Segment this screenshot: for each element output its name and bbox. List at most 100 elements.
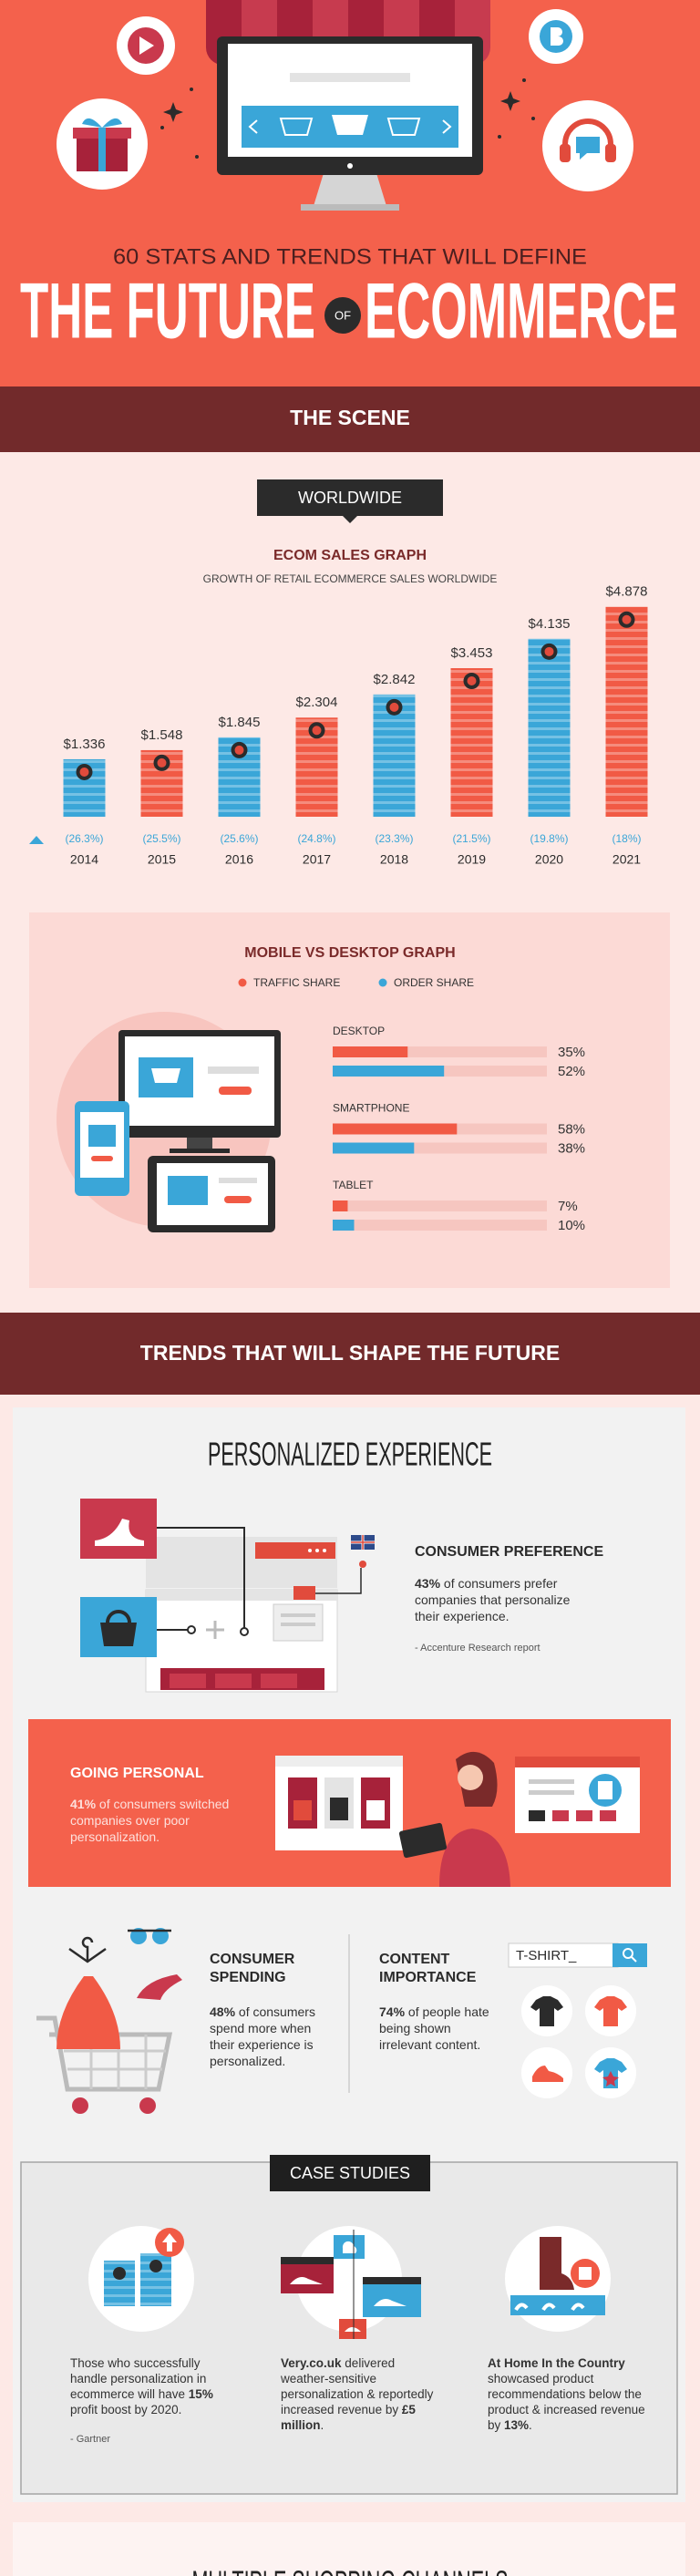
value-label: $2.842 [374,672,416,687]
personalization-illustration [80,1499,375,1693]
bold-text: 13% [504,2418,530,2432]
going-personal-illustration-part [366,1800,385,1820]
value-label: 35% [558,1045,585,1060]
cart-illustration-part [64,2035,166,2089]
category-label: DESKTOP [333,1025,385,1037]
cart-illustration-part [139,2097,156,2114]
sparkles-part [531,117,535,120]
x-tick-label: 2018 [380,852,408,867]
monitor-part [290,73,410,82]
next-panel [13,2522,685,2576]
going-personal-illustration-part [552,1810,569,1821]
value-label: 58% [558,1121,585,1137]
bar-track [333,1200,547,1211]
stat-source: - Accenture Research report [415,1643,540,1654]
category-label: SMARTPHONE [333,1102,409,1115]
going-personal-illustration-part [515,1757,640,1767]
badge-label: WORLDWIDE [298,489,402,507]
stat-heading: CONTENT IMPORTANCE [379,1952,477,1985]
text: . [529,2418,532,2432]
growth-label: (19.8%) [530,832,568,845]
bar-badge [234,745,244,755]
search-box-part [508,1942,619,1968]
bar [333,1142,415,1154]
x-tick-label: 2021 [612,852,641,867]
devices-illustration-part [208,1066,259,1074]
bar-stripes [528,638,571,817]
cart-illustration-part [152,1928,169,1944]
bar [333,1123,458,1135]
sparkles-part [500,91,520,111]
value-label: 52% [558,1064,585,1079]
text: profit boost by 2020. [70,2403,182,2416]
cart-illustration-part [57,1976,120,2049]
sparkles-part [163,102,183,122]
bold-text: 74% [379,2004,406,2019]
badge-label: CASE STUDIES [290,2164,410,2182]
monitor [217,36,483,211]
bold-text: £5 million [281,2403,416,2432]
product-icons-part [532,2066,563,2082]
case-icons-part [514,2303,585,2312]
value-label: $4.878 [606,584,648,600]
case-text: At Home In the Country showcased product… [488,2355,650,2433]
going-personal-illustration-part [529,1790,574,1795]
personalization-illustration-part [206,1621,224,1639]
bar [333,1220,355,1231]
header-subtitle: 60 STATS AND TRENDS THAT WILL DEFINE [113,244,587,269]
sparkles-part [522,78,526,82]
sparkles-part [498,135,501,139]
bold-text: 41% [70,1797,97,1811]
devices-illustration-part [151,1068,180,1083]
category-label: TABLET [333,1179,374,1191]
cart-illustration-part [130,1928,147,1944]
case-icons-part [345,2327,361,2332]
play-icon [117,16,175,75]
text: . [320,2418,324,2432]
going-personal-illustration-part [330,1798,348,1820]
bar-stripes [450,668,493,817]
bar [333,1200,348,1211]
section-title: PERSONALIZED EXPERIENCE [208,1436,492,1473]
header-title: OF [335,308,351,322]
case-icons [88,2226,611,2339]
text: of consumers spend more when their exper… [210,2004,315,2068]
text: of consumers prefer companies that perso… [415,1576,571,1623]
case-icons-part [510,2295,605,2315]
bold-text: At Home In the Country [488,2356,625,2370]
stat-text: 41% of consumers switched companies over… [70,1796,252,1845]
personalization-illustration-part [308,1549,312,1552]
headset-icon-part [562,118,613,153]
personalization-illustration-part [100,1623,137,1646]
monitor-part [347,163,353,169]
bold-text: Very.co.uk [281,2356,342,2370]
devices-illustration-part [187,1138,212,1150]
personalization-illustration-part [351,1535,375,1550]
of-badge [324,297,361,334]
headset-icon-part [576,137,600,160]
text: showcased product recommendations below … [488,2372,645,2432]
case-icons-part [579,2267,592,2280]
bar-badge [79,767,89,777]
bar-badge [312,726,322,736]
personalization-illustration-part [157,1527,245,1632]
x-tick-label: 2019 [458,852,486,867]
bar-badge [467,676,477,686]
product-icons [521,1985,636,2098]
text: delivered weather-sensitive personalizat… [281,2356,434,2416]
value-label: $1.845 [219,715,261,730]
section-band [0,1313,700,1395]
devices-illustration [57,1012,281,1232]
legend-label: ORDER SHARE [394,976,474,989]
bitcoin-icon-part [551,27,563,46]
value-label: $3.453 [451,645,493,661]
x-tick-label: 2014 [70,852,98,867]
personalization-illustration-part [187,1625,196,1634]
stat-text: 74% of people hate being shown irrelevan… [379,2004,493,2053]
going-personal-illustration-part [576,1810,592,1821]
bar [333,1066,445,1077]
text: Those who successfully handle personaliz… [70,2356,207,2401]
product-icons-part [594,1996,627,2026]
